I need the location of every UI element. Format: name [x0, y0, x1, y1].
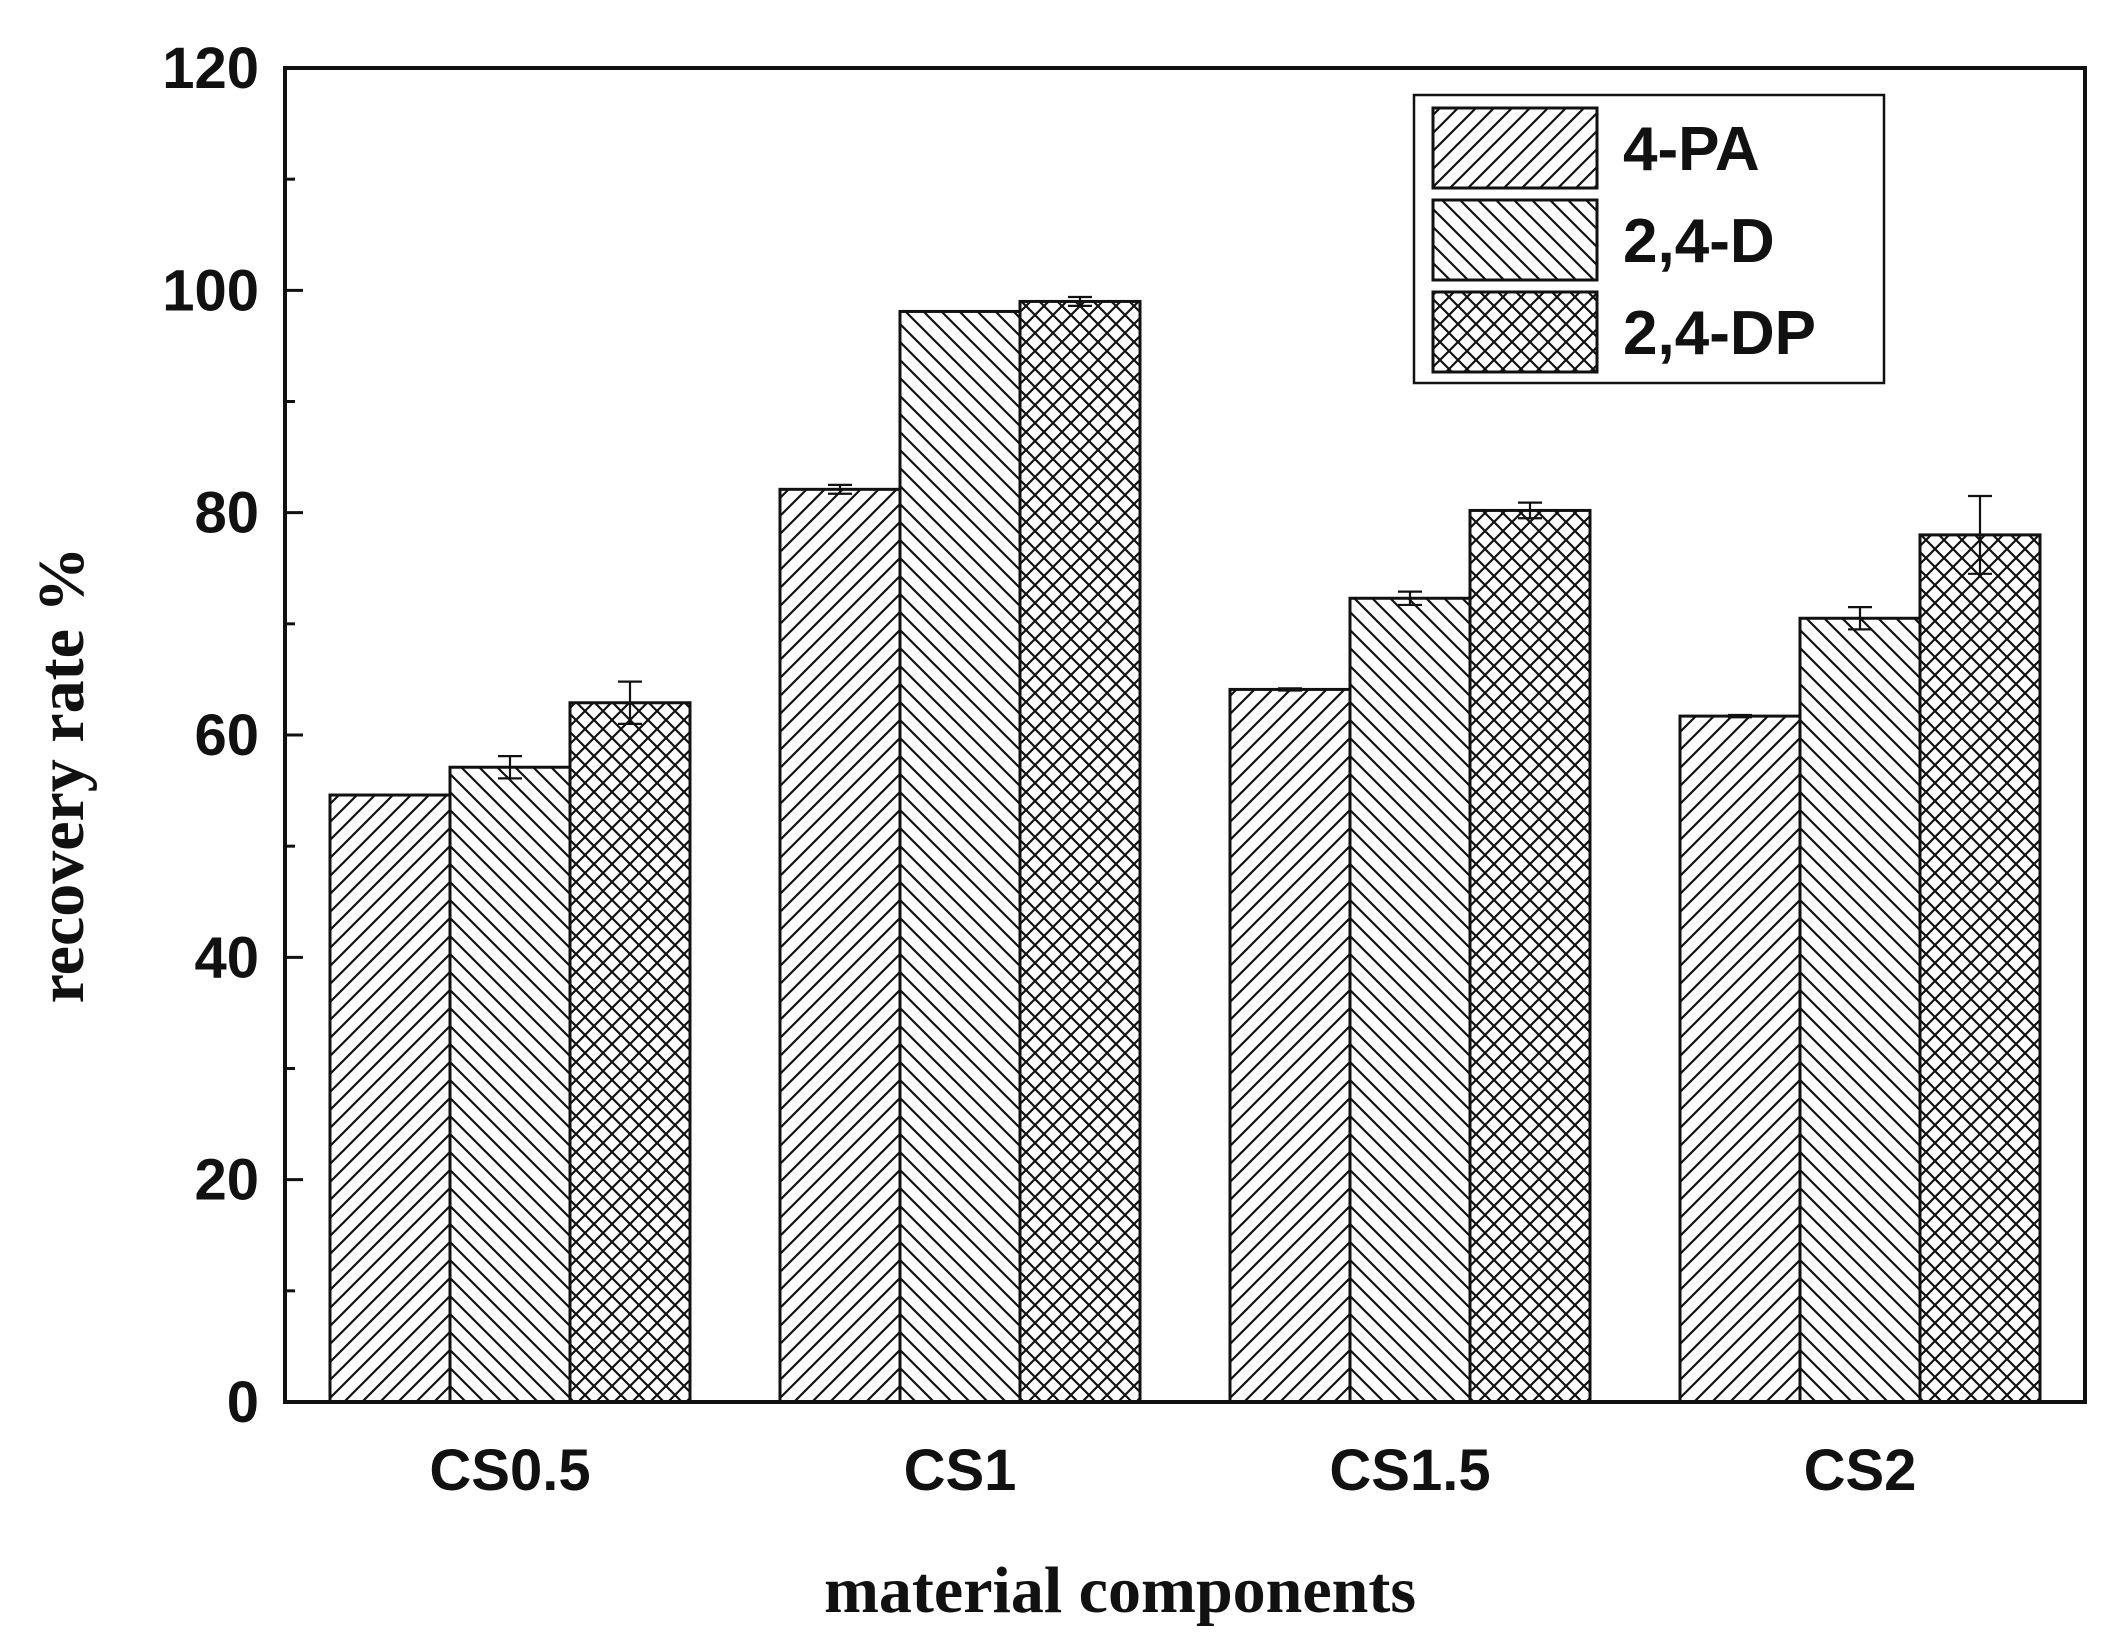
x-tick-labels: CS0.5 CS1 CS1.5 CS2 [429, 1438, 1916, 1503]
legend-label-2,4-DP: 2,4-DP [1623, 299, 1816, 368]
legend-label-2,4-D: 2,4-D [1623, 207, 1775, 276]
y-tick-label: 40 [194, 925, 259, 990]
plot-frame [283, 66, 2087, 1404]
error-bars-layer [498, 295, 1992, 780]
legend: 4-PA 2,4-D 2,4-DP [1412, 93, 1886, 385]
y-tick-label: 80 [194, 481, 259, 546]
y-tick-label: 60 [194, 703, 259, 768]
bar-2,4-D-CS1.5 [1348, 596, 1472, 1404]
bar-2,4-DP-CS0.5 [568, 701, 692, 1404]
legend-swatch-2,4-D [1431, 198, 1599, 282]
legend-label-4-PA: 4-PA [1623, 115, 1760, 184]
x-tick-label: CS1.5 [1329, 1438, 1490, 1503]
x-axis-title: material components [824, 1554, 1416, 1627]
x-tick-label: CS2 [1804, 1438, 1917, 1503]
bar-4-PA-CS1.5 [1228, 687, 1352, 1404]
y-tick-label: 20 [194, 1148, 259, 1213]
bar-2,4-DP-CS2 [1918, 533, 2042, 1404]
y-tick-label: 0 [227, 1370, 259, 1435]
bar-4-PA-CS1 [778, 487, 902, 1404]
y-tick-labels: 0 20 40 60 80 100 120 [162, 36, 259, 1435]
y-axis-title: recovery rate % [25, 547, 98, 1004]
bar-2,4-D-CS0.5 [448, 765, 572, 1404]
legend-swatch-2,4-DP [1431, 290, 1599, 374]
y-tick-label: 100 [162, 258, 259, 323]
bar-2,4-DP-CS1.5 [1468, 508, 1592, 1404]
bar-2,4-D-CS2 [1798, 616, 1922, 1404]
bar-4-PA-CS2 [1678, 714, 1802, 1404]
y-tick-label: 120 [162, 36, 259, 101]
bar-2,4-D-CS1 [898, 309, 1022, 1404]
x-tick-label: CS0.5 [429, 1438, 590, 1503]
bar-4-PA-CS0.5 [328, 793, 452, 1404]
bars-layer [328, 299, 2042, 1404]
x-tick-label: CS1 [904, 1438, 1017, 1503]
legend-swatch-4-PA [1431, 106, 1599, 190]
bar-2,4-DP-CS1 [1018, 299, 1142, 1404]
